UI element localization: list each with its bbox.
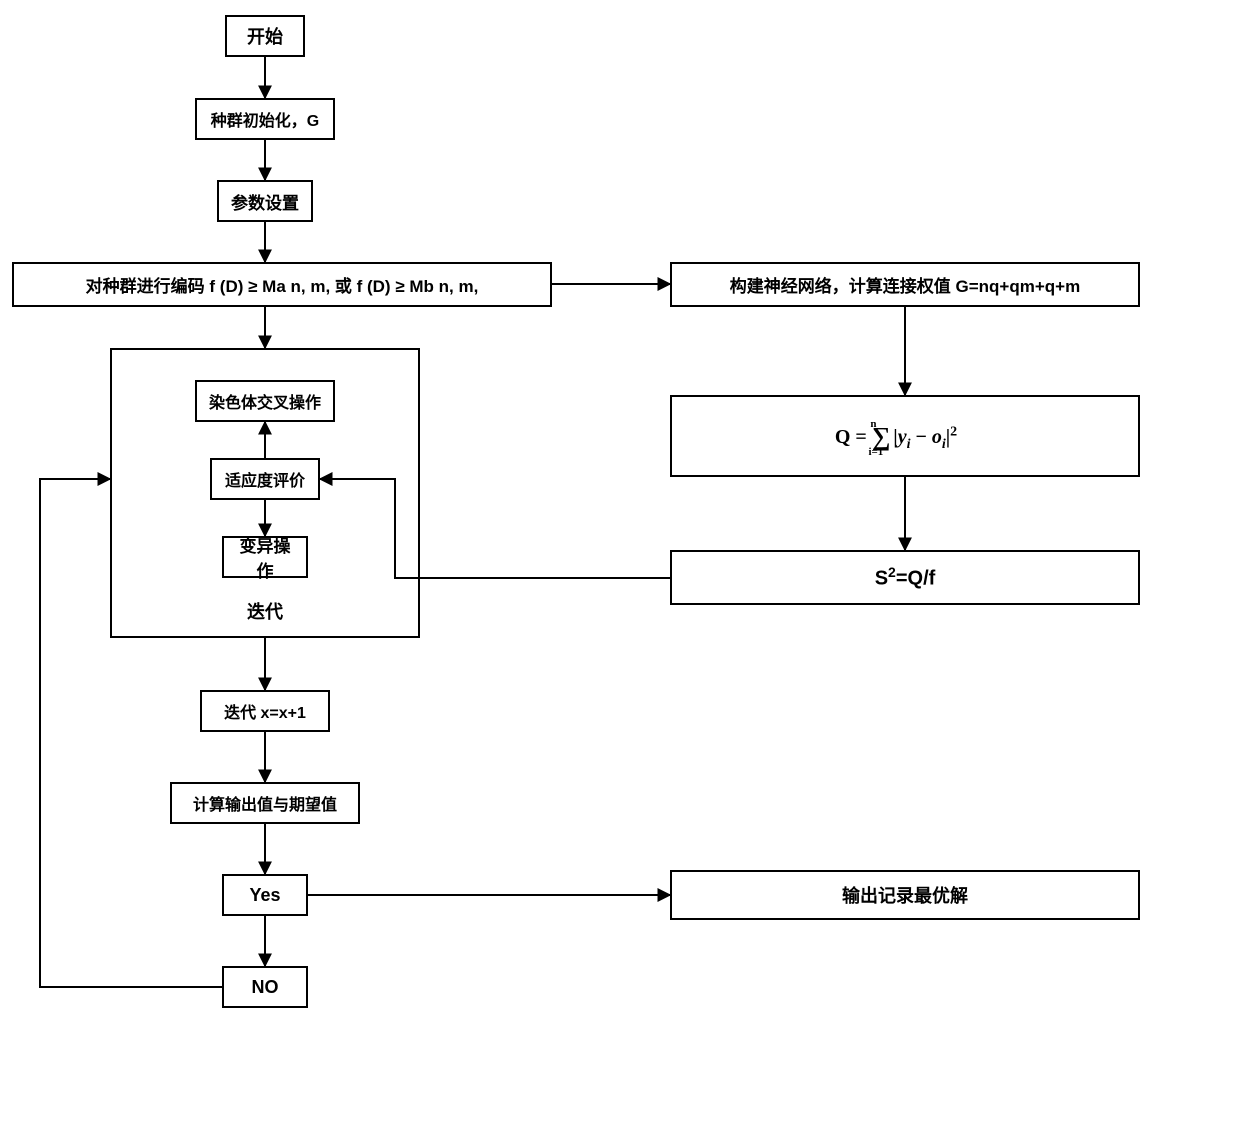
node-yes-label: Yes [249,885,280,906]
node-crossover: 染色体交叉操作 [195,380,335,422]
node-params-label: 参数设置 [231,189,299,214]
node-init: 种群初始化，G [195,98,335,140]
iter-label-text: 迭代 [247,602,283,622]
node-mutation: 变异操作 [222,536,308,578]
node-nn-label: 构建神经网络，计算连接权值 G=nq+qm+q+m [730,272,1080,297]
node-no-label: NO [252,977,279,998]
node-fitness-label: 适应度评价 [225,467,305,491]
node-s-formula: S2=Q/f [670,550,1140,605]
node-start-label: 开始 [247,23,283,49]
node-q-formula: Q = ∑ni=1|yi − oi|2 [670,395,1140,477]
s-formula-content: S2=Q/f [875,564,936,591]
node-nn: 构建神经网络，计算连接权值 G=nq+qm+q+m [670,262,1140,307]
node-encode-label: 对种群进行编码 f (D) ≥ Ma n, m, 或 f (D) ≥ Mb n,… [86,272,479,297]
node-calc-out: 计算输出值与期望值 [170,782,360,824]
node-iter-inc-label: 迭代 x=x+1 [224,699,306,723]
flowchart-canvas: 开始 种群初始化，G 参数设置 对种群进行编码 f (D) ≥ Ma n, m,… [0,0,1240,1133]
node-no: NO [222,966,308,1008]
node-output: 输出记录最优解 [670,870,1140,920]
node-encode: 对种群进行编码 f (D) ≥ Ma n, m, 或 f (D) ≥ Mb n,… [12,262,552,307]
node-crossover-label: 染色体交叉操作 [209,389,321,413]
node-iter-label: 迭代 [247,598,283,624]
node-mutation-label: 变异操作 [232,532,298,582]
node-start: 开始 [225,15,305,57]
node-iter-inc: 迭代 x=x+1 [200,690,330,732]
node-output-label: 输出记录最优解 [842,882,968,908]
node-yes: Yes [222,874,308,916]
node-fitness: 适应度评价 [210,458,320,500]
node-calc-out-label: 计算输出值与期望值 [193,791,337,815]
q-formula-content: Q = ∑ni=1|yi − oi|2 [835,420,975,453]
node-params: 参数设置 [217,180,313,222]
node-init-label: 种群初始化，G [211,107,319,131]
